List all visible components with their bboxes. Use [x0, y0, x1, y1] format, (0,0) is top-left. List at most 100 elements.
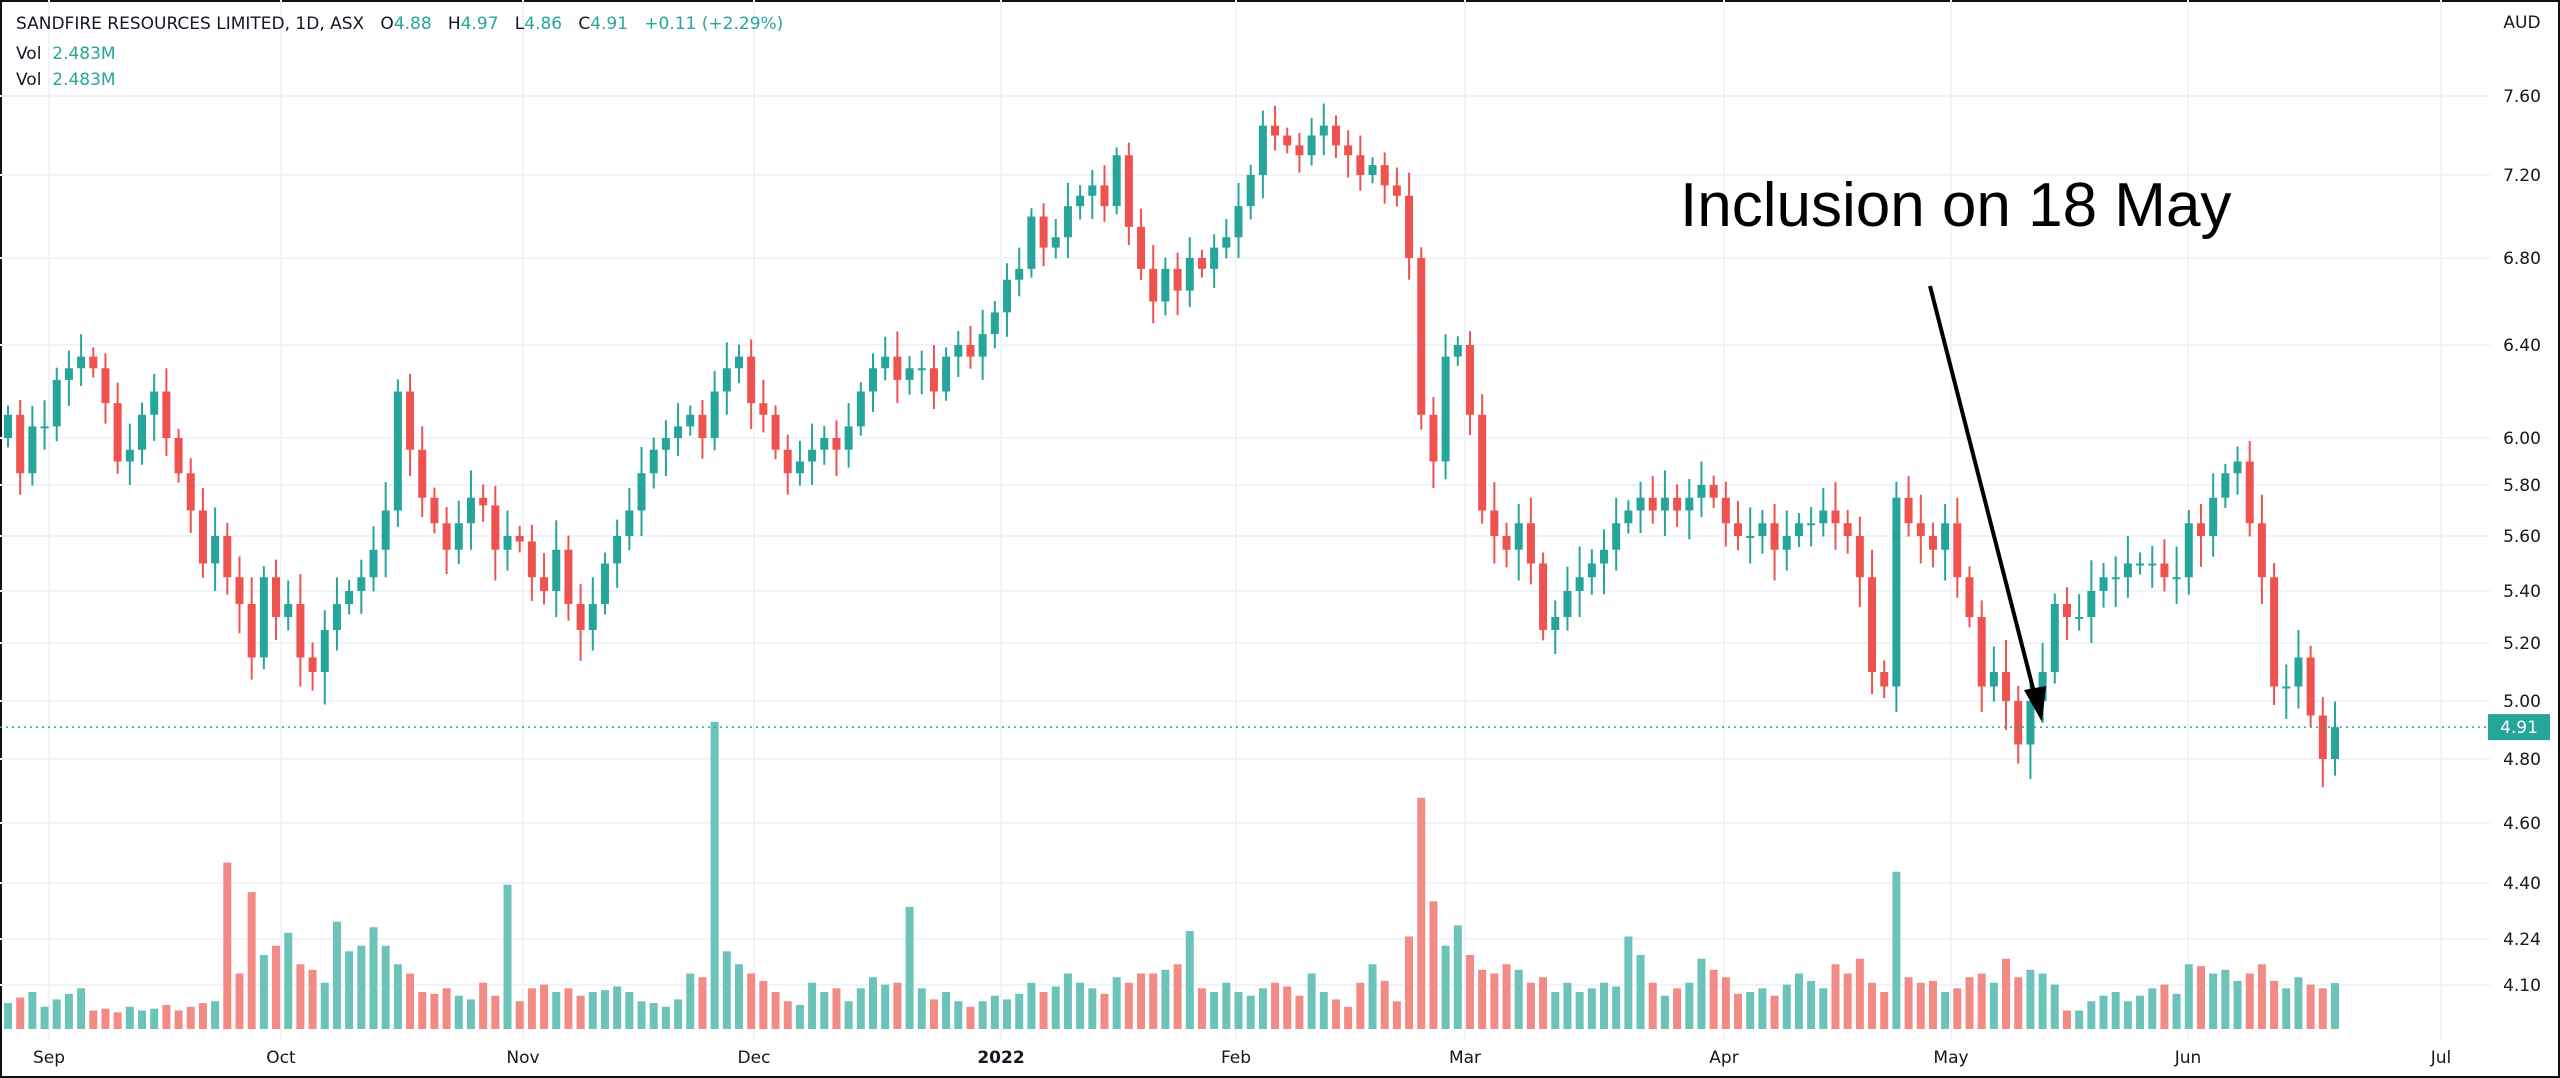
volume-bar [138, 1010, 147, 1029]
candle-up [2184, 523, 2193, 578]
candle-up [808, 449, 817, 462]
volume-bar [503, 884, 512, 1029]
candle-up [2050, 604, 2059, 672]
volume-bar [1612, 986, 1621, 1029]
candle-down [540, 577, 549, 591]
candle-up [2026, 701, 2035, 745]
y-tick-label: 5.20 [2503, 634, 2541, 654]
volume-bar [4, 1003, 12, 1029]
volume-bar [710, 721, 719, 1029]
candle-down [2196, 523, 2205, 536]
candle-down [1953, 523, 1962, 578]
volume-bar [844, 1001, 853, 1029]
close-value: 4.91 [590, 14, 629, 34]
candle-up [637, 473, 646, 511]
y-tick-label: 5.00 [2503, 692, 2541, 712]
candle-up [1210, 247, 1219, 269]
volume-bar [1953, 988, 1962, 1029]
candle-down [479, 497, 488, 506]
candle-up [211, 536, 220, 564]
x-tick-label: Apr [1709, 1048, 1738, 1068]
candle-down [1965, 577, 1974, 617]
volume-bar [1271, 982, 1280, 1029]
candle-up [345, 591, 354, 604]
volume-bar [515, 1001, 524, 1029]
candle-up [1088, 185, 1097, 196]
volume-bar [1758, 988, 1767, 1029]
volume-bar [625, 992, 634, 1029]
candle-up [1794, 523, 1803, 536]
candle-down [442, 523, 451, 550]
volume-bar [479, 982, 488, 1029]
volume-bar [1222, 982, 1231, 1029]
volume-bar [40, 1006, 49, 1029]
volume-bar [1575, 992, 1584, 1029]
volume-bar [1112, 977, 1121, 1029]
candle-up [138, 414, 147, 450]
volume-bar [1782, 984, 1791, 1029]
annotation-arrow-line [1928, 285, 2038, 701]
candle-up [649, 449, 658, 474]
volume-bar [381, 945, 390, 1029]
candle-up [1612, 523, 1621, 550]
volume-bar [564, 988, 573, 1029]
candle-up [674, 426, 683, 438]
candle-down [1478, 414, 1487, 511]
candle-down [2160, 563, 2169, 578]
volume-bar [1490, 973, 1499, 1029]
x-tick-label: Jul [2430, 1048, 2452, 1068]
candle-up [1234, 206, 1243, 238]
candle-up [990, 312, 999, 335]
volume-bar [1429, 901, 1438, 1029]
candle-down [2014, 701, 2023, 745]
volume-bar [2014, 977, 2023, 1029]
candle-up [1076, 195, 1085, 207]
volume-bar [1124, 982, 1133, 1029]
volume-bar [2111, 992, 2120, 1029]
candle-up [661, 438, 670, 450]
volume-bar [1344, 1006, 1353, 1029]
volume-bar [2257, 964, 2266, 1029]
volume-bar [1100, 993, 1109, 1029]
candle-down [1721, 497, 1730, 524]
candle-down [1429, 414, 1438, 462]
volume-bar [369, 927, 378, 1029]
candle-up [795, 461, 804, 474]
volume-bar [1600, 982, 1609, 1029]
volume-bar [674, 999, 683, 1029]
volume-bar [1892, 871, 1901, 1029]
volume-bar [1003, 999, 1012, 1029]
volume-bar [881, 984, 890, 1029]
volume-bar [552, 992, 561, 1029]
x-tick-label: Nov [506, 1048, 539, 1068]
volume-bar [1453, 925, 1462, 1029]
candle-up [2123, 563, 2132, 578]
candle-up [40, 426, 49, 429]
candle-up [1027, 216, 1036, 269]
candle-down [1173, 268, 1182, 291]
candle-down [1490, 510, 1499, 536]
candle-up [1660, 497, 1669, 511]
volume-label: Vol [16, 70, 42, 90]
candle-up [710, 391, 719, 438]
volume-bar [430, 993, 439, 1029]
volume-bar [272, 945, 281, 1029]
candle-down [1855, 536, 1864, 578]
volume-bar [527, 988, 536, 1029]
volume-legend-1: Vol 2.483M [16, 44, 116, 64]
candle-up [1063, 206, 1072, 238]
volume-bar [2221, 969, 2230, 1029]
volume-bar [1161, 969, 1170, 1029]
candle-down [235, 577, 244, 604]
candle-down [1928, 536, 1937, 550]
candle-up [613, 536, 622, 564]
candle-down [1843, 523, 1852, 536]
candle-down [1295, 145, 1304, 156]
volume-bar [1660, 995, 1669, 1029]
x-tick-label: Feb [1221, 1048, 1251, 1068]
volume-bar [783, 1001, 792, 1029]
volume-bar [1648, 982, 1657, 1029]
volume-bar [1258, 988, 1267, 1029]
candle-up [259, 577, 268, 658]
